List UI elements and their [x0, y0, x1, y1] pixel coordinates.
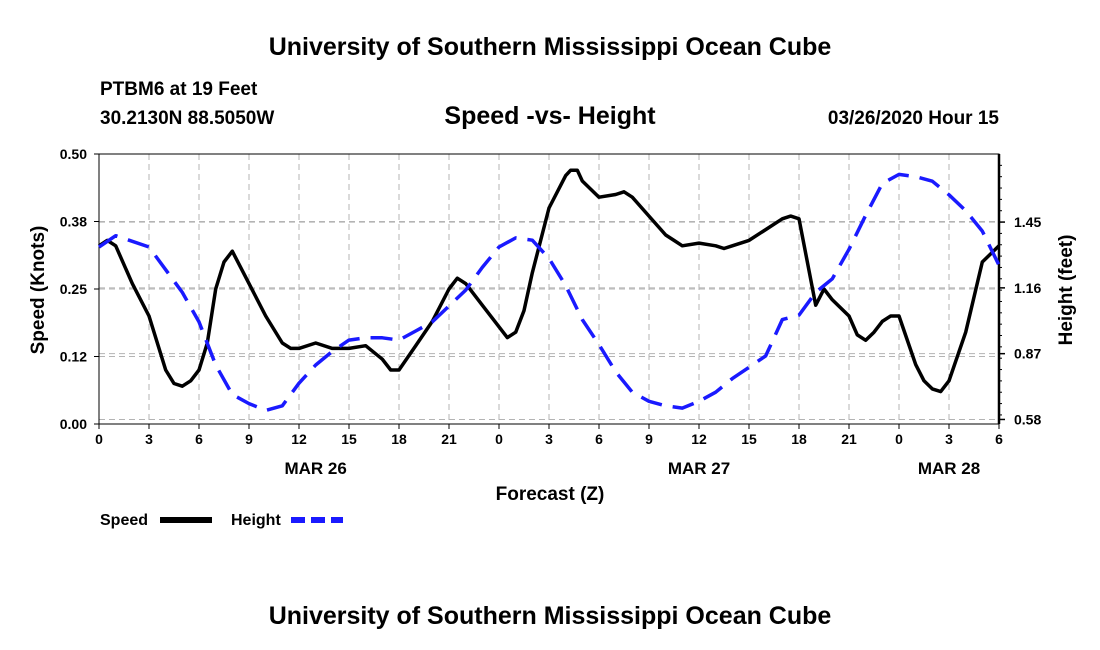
axis-ticks: 0 3 6 9 12 15 18 21 0 3 6 9 12 15 18 21 0 3 6 0.00 0.12 0.25 0…	[60, 146, 1042, 478]
title-bottom: University of Southern Mississippi Ocean…	[269, 602, 832, 630]
x-tick-label: 3	[145, 431, 153, 447]
series-lines	[98, 168, 1001, 413]
series-line-height	[98, 172, 1001, 413]
y-left-tick-label: 0.12	[60, 349, 87, 365]
y-right-axis-label: Height (feet)	[1056, 235, 1077, 346]
date-label: MAR 26	[284, 459, 346, 478]
legend-label-height: Height	[231, 512, 281, 529]
coords-label: 30.2130N 88.5050W	[100, 108, 274, 129]
x-tick-label: 15	[341, 431, 357, 447]
y-right-tick-label: 1.45	[1014, 214, 1041, 230]
x-tick-label: 0	[95, 431, 103, 447]
y-right-tick-label: 0.87	[1014, 346, 1041, 362]
x-tick-label: 6	[595, 431, 603, 447]
gridlines	[99, 154, 999, 424]
x-tick-label: 9	[645, 431, 653, 447]
y-left-axis-label: Speed (Knots)	[28, 226, 49, 355]
y-left-tick-label: 0.25	[60, 281, 87, 297]
legend: Speed Height	[100, 512, 343, 529]
series-line-speed	[98, 168, 1001, 394]
x-tick-label: 0	[895, 431, 903, 447]
chart-title: Speed -vs- Height	[444, 102, 656, 130]
x-tick-label: 6	[995, 431, 1003, 447]
x-axis-label: Forecast (Z)	[496, 484, 605, 505]
date-label: MAR 28	[918, 459, 980, 478]
y-left-tick-label: 0.38	[60, 214, 87, 230]
x-tick-label: 21	[441, 431, 457, 447]
y-left-tick-label: 0.50	[60, 146, 87, 162]
x-tick-label: 0	[495, 431, 503, 447]
y-left-tick-label: 0.00	[60, 416, 87, 432]
x-tick-label: 15	[741, 431, 757, 447]
y-right-tick-label: 0.58	[1014, 411, 1041, 427]
title-top: University of Southern Mississippi Ocean…	[269, 33, 832, 61]
date-label: MAR 27	[668, 459, 730, 478]
station-label: PTBM6 at 19 Feet	[100, 79, 258, 100]
x-tick-label: 3	[545, 431, 553, 447]
x-tick-label: 6	[195, 431, 203, 447]
y-right-tick-label: 1.16	[1014, 280, 1041, 296]
x-tick-label: 21	[841, 431, 857, 447]
x-tick-label: 3	[945, 431, 953, 447]
x-tick-label: 12	[291, 431, 307, 447]
x-tick-label: 18	[791, 431, 807, 447]
timestamp-label: 03/26/2020 Hour 15	[828, 108, 1000, 129]
x-tick-label: 18	[391, 431, 407, 447]
x-tick-label: 9	[245, 431, 253, 447]
legend-label-speed: Speed	[100, 512, 148, 529]
x-tick-label: 12	[691, 431, 707, 447]
